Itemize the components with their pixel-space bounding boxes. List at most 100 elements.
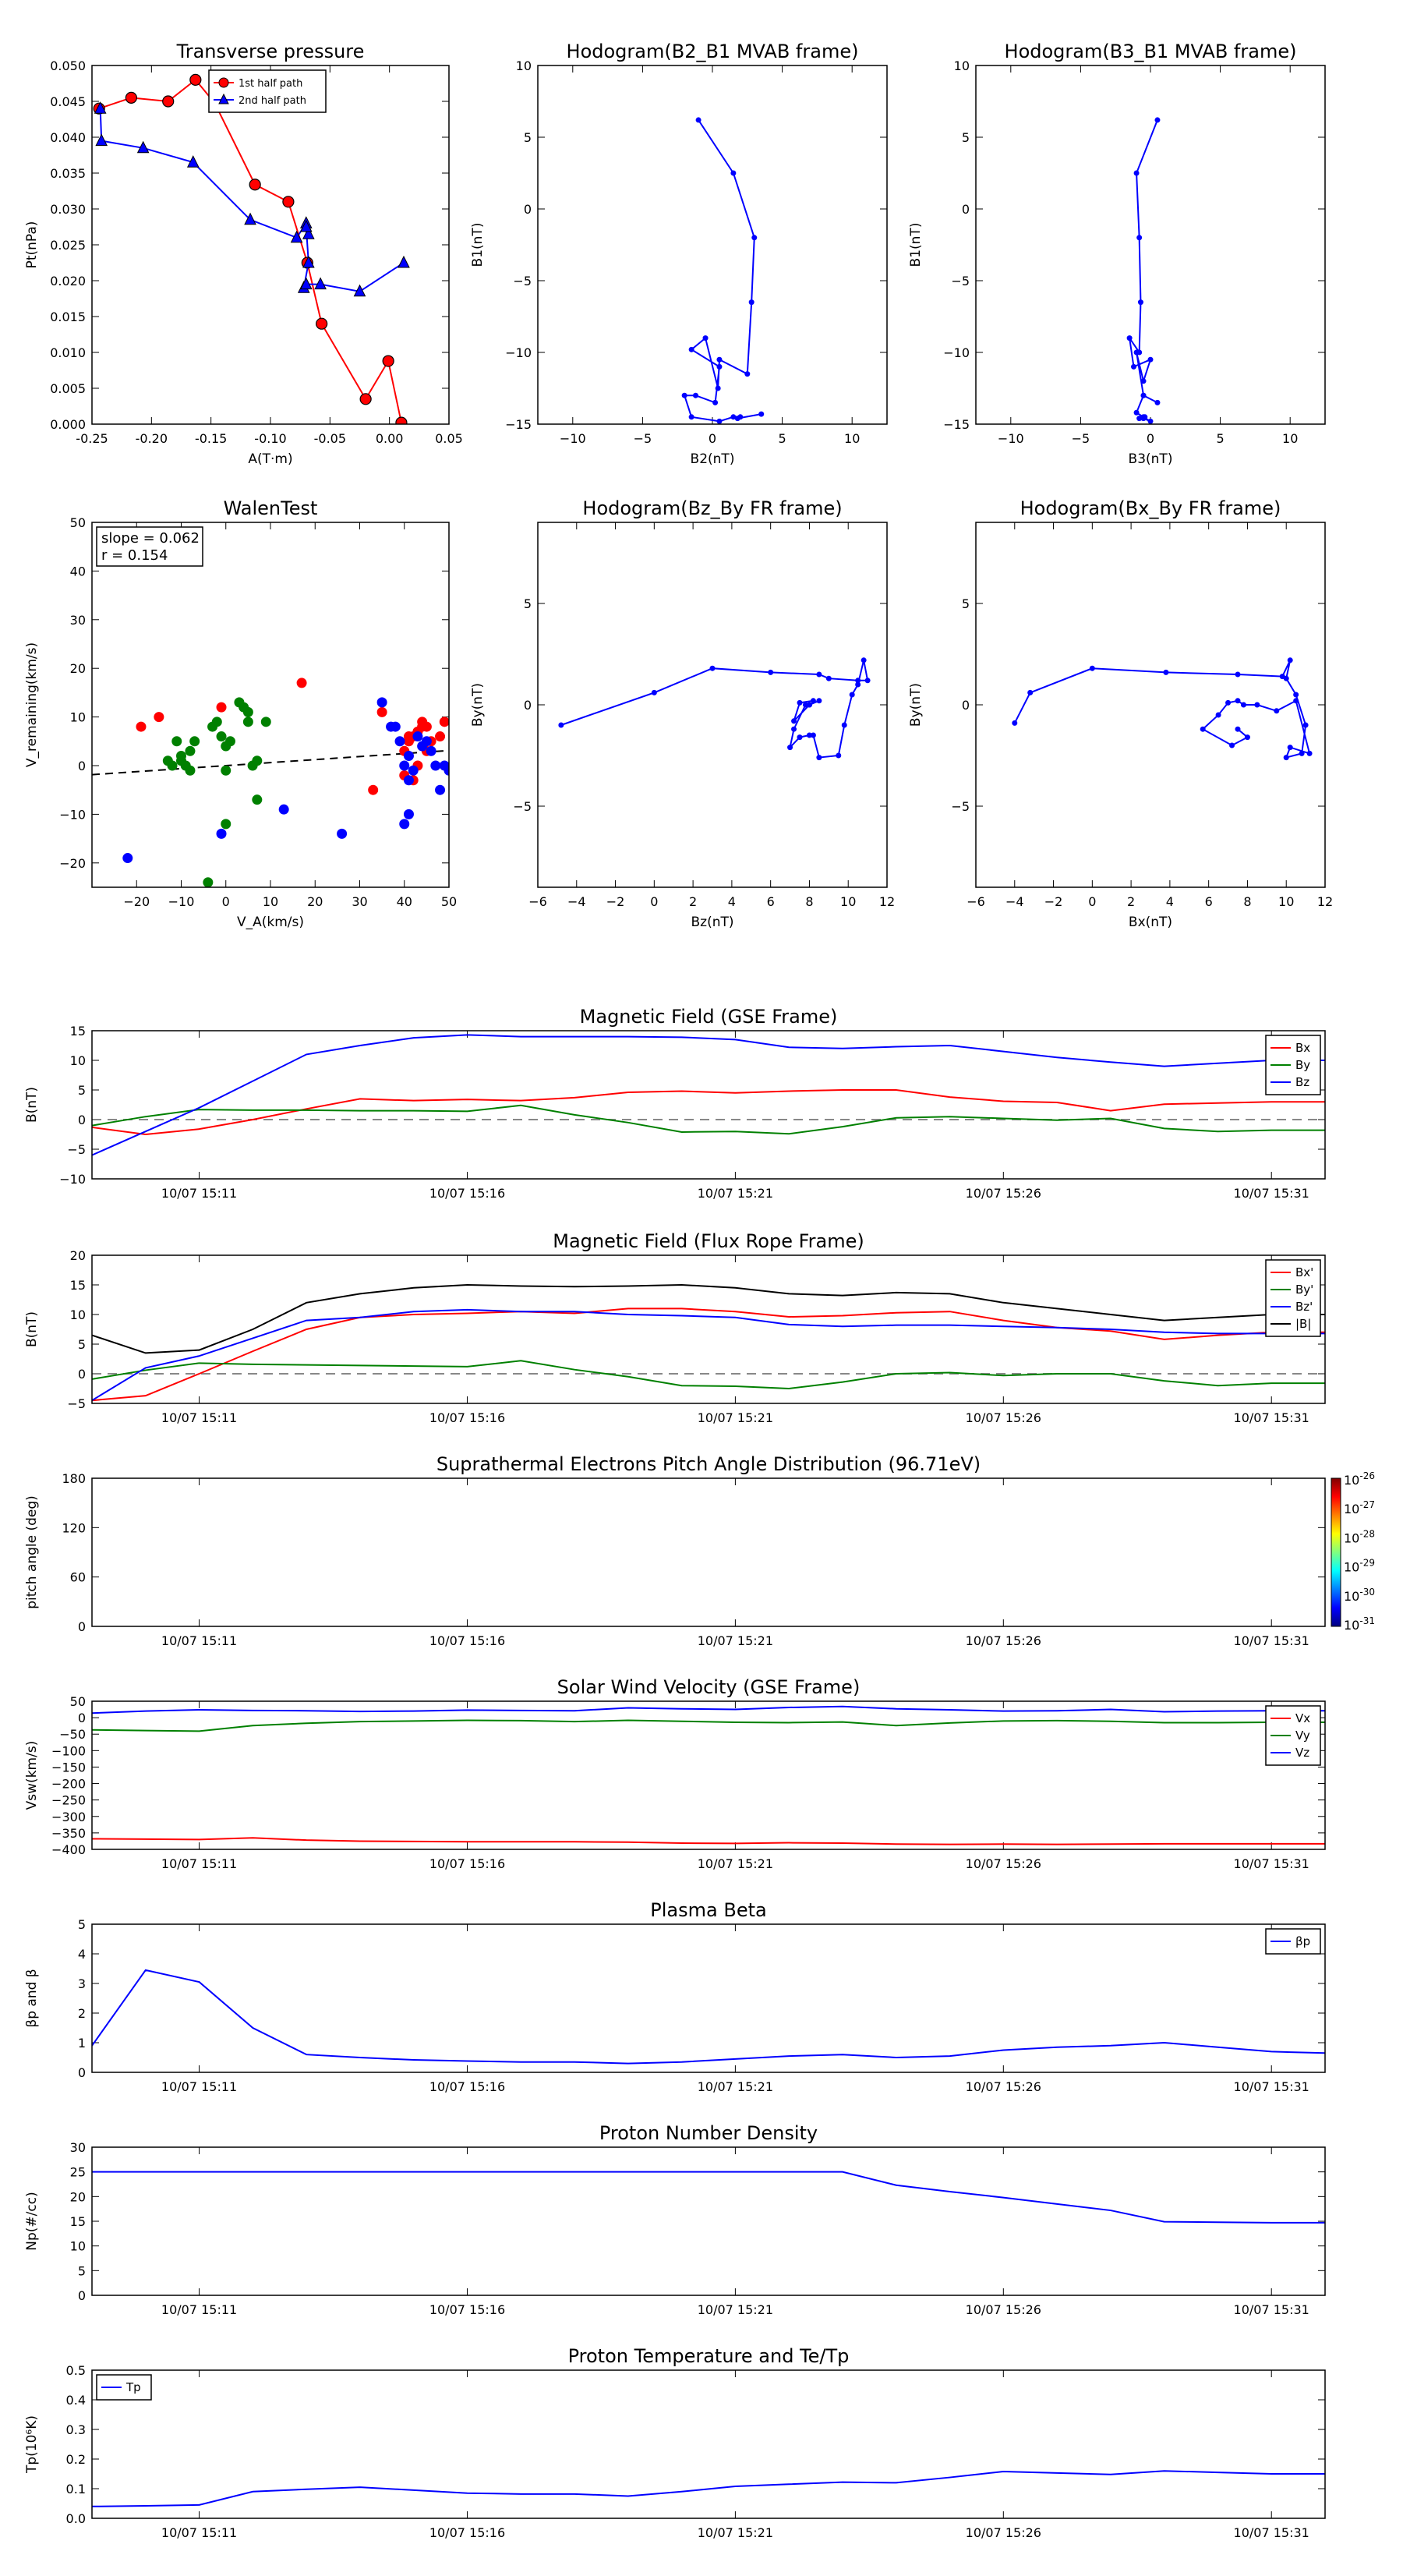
y-axis-label: βp and β bbox=[24, 1969, 40, 2027]
colorbar-label: 10-29 bbox=[1344, 1558, 1375, 1575]
y-tick-label: −5 bbox=[67, 1142, 86, 1157]
data-point bbox=[249, 179, 261, 191]
y-tick-label: 0.035 bbox=[50, 166, 86, 181]
scatter-point bbox=[252, 794, 263, 805]
scatter-point bbox=[296, 678, 307, 688]
y-tick-label: −400 bbox=[51, 1842, 86, 1857]
scatter-point bbox=[171, 736, 182, 747]
y-tick-label: −20 bbox=[59, 856, 86, 871]
y-axis-label: Tp(10⁶K) bbox=[24, 2415, 40, 2474]
data-point bbox=[1274, 708, 1280, 714]
plot-frame bbox=[91, 1477, 1326, 1627]
colorbar-label: 10-26 bbox=[1344, 1470, 1375, 1488]
data-point bbox=[716, 356, 723, 363]
data-point bbox=[1140, 378, 1147, 384]
x-tick-label: −10 bbox=[560, 431, 586, 446]
chart-panel-8: Suprathermal Electrons Pitch Angle Distr… bbox=[24, 1453, 1375, 1648]
x-tick-label: −6 bbox=[967, 894, 985, 909]
y-tick-label: 20 bbox=[70, 1248, 86, 1263]
scatter-point bbox=[242, 706, 253, 717]
x-tick-label: 10/07 15:16 bbox=[429, 2525, 505, 2540]
x-tick-label: 10/07 15:21 bbox=[698, 1186, 773, 1201]
data-point bbox=[1154, 399, 1161, 405]
scatter-point bbox=[376, 697, 387, 708]
data-point bbox=[1287, 745, 1293, 751]
chart-title: Magnetic Field (GSE Frame) bbox=[580, 1006, 838, 1028]
y-tick-label: 5 bbox=[78, 1917, 86, 1932]
chart-title: Suprathermal Electrons Pitch Angle Distr… bbox=[436, 1453, 981, 1475]
plot-area bbox=[93, 73, 410, 424]
data-point bbox=[136, 140, 150, 154]
y-tick-label: 5 bbox=[78, 1337, 86, 1352]
data-point bbox=[849, 692, 855, 698]
scatter-point bbox=[221, 819, 231, 830]
data-point bbox=[681, 392, 687, 398]
scatter-point bbox=[399, 819, 410, 830]
data-point bbox=[692, 392, 698, 398]
scatter-point bbox=[421, 736, 432, 747]
y-tick-label: 0 bbox=[78, 1711, 86, 1725]
scatter-point bbox=[185, 745, 196, 756]
colorbar-label-base: 10 bbox=[1344, 1560, 1359, 1575]
data-point bbox=[316, 317, 328, 330]
x-tick-label: 0 bbox=[650, 894, 658, 909]
series-line-0 bbox=[1013, 660, 1311, 759]
colorbar-label-exp: -31 bbox=[1359, 1615, 1375, 1626]
x-tick-label: 10/07 15:26 bbox=[966, 1633, 1041, 1648]
series-line-2 bbox=[92, 1034, 1325, 1156]
y-tick-label: −10 bbox=[505, 345, 532, 360]
colorbar-label: 10-30 bbox=[1344, 1587, 1375, 1604]
plot-frame bbox=[91, 1030, 1326, 1180]
data-point bbox=[855, 678, 861, 684]
x-axis-label: Bz(nT) bbox=[691, 915, 733, 930]
y-tick-label: 10 bbox=[70, 2239, 86, 2254]
x-tick-label: 10/07 15:31 bbox=[1234, 1856, 1309, 1871]
y-tick-label: 50 bbox=[70, 515, 86, 530]
x-tick-label: −6 bbox=[528, 894, 547, 909]
x-tick-label: 4 bbox=[1166, 894, 1174, 909]
data-point bbox=[810, 732, 816, 738]
scatter-point bbox=[221, 765, 231, 776]
data-point bbox=[314, 277, 327, 290]
x-tick-label: 10/07 15:11 bbox=[161, 2525, 237, 2540]
scatter-point bbox=[260, 717, 271, 727]
colorbar-label-base: 10 bbox=[1344, 1502, 1359, 1516]
legend-label: Bz bbox=[1295, 1075, 1309, 1089]
data-point bbox=[302, 255, 315, 268]
chart-title: Hodogram(B3_B1 MVAB frame) bbox=[1005, 41, 1297, 62]
x-tick-label: 10/07 15:31 bbox=[1234, 1633, 1309, 1648]
y-tick-label: 0.5 bbox=[66, 2363, 86, 2378]
x-tick-label: 10/07 15:11 bbox=[161, 1856, 237, 1871]
y-tick-label: 1 bbox=[78, 2036, 86, 2051]
x-tick-label: -0.15 bbox=[195, 431, 227, 446]
scatter-point bbox=[216, 828, 227, 839]
scatter-point bbox=[403, 775, 414, 786]
x-tick-label: 20 bbox=[307, 894, 323, 909]
data-point bbox=[1200, 726, 1206, 732]
data-point bbox=[290, 230, 303, 243]
chart-panel-12: Proton Temperature and Te/Tp 10/07 15:11 1… bbox=[24, 2345, 1326, 2540]
y-axis-label: B(nT) bbox=[24, 1311, 40, 1347]
x-tick-label: 10/07 15:21 bbox=[698, 1856, 773, 1871]
x-tick-label: 10/07 15:16 bbox=[429, 2079, 505, 2094]
colorbar-label-exp: -27 bbox=[1359, 1499, 1375, 1510]
chart-panel-7: Magnetic Field (Flux Rope Frame) 10/07 15… bbox=[24, 1230, 1326, 1425]
data-point bbox=[1147, 418, 1154, 424]
y-axis-label: V_remaining(km/s) bbox=[24, 642, 40, 767]
data-point bbox=[1133, 349, 1140, 356]
data-point bbox=[558, 722, 564, 728]
plot-frame bbox=[91, 2146, 1326, 2296]
data-point bbox=[806, 732, 812, 738]
plot-frame bbox=[537, 522, 888, 888]
series-line-0 bbox=[98, 79, 402, 423]
series-line-0 bbox=[92, 1089, 1325, 1136]
y-tick-label: 15 bbox=[70, 1278, 86, 1293]
data-point bbox=[189, 73, 202, 87]
data-point bbox=[1254, 702, 1260, 708]
data-point bbox=[1293, 698, 1299, 704]
y-tick-label: 10 bbox=[70, 710, 86, 725]
chart-title: Transverse pressure bbox=[176, 41, 365, 62]
chart-title: Proton Temperature and Te/Tp bbox=[568, 2345, 850, 2367]
scatter-point bbox=[176, 751, 186, 762]
scatter-point bbox=[426, 745, 436, 756]
